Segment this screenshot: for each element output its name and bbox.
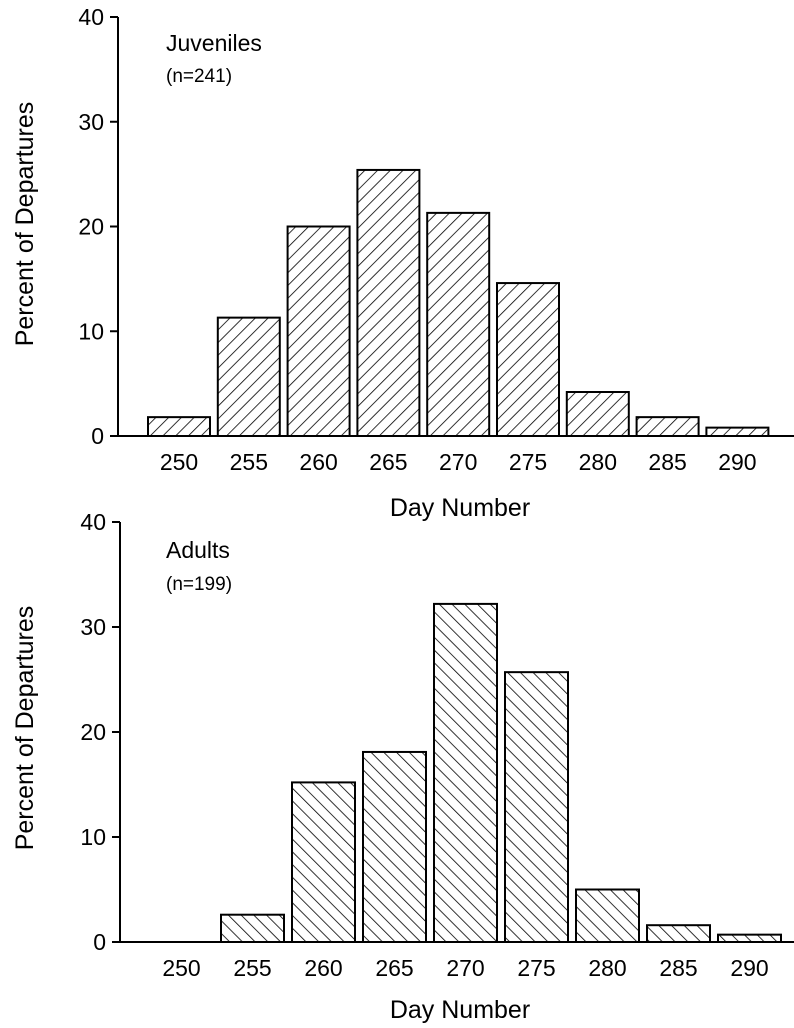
juveniles-bar [286, 225, 351, 437]
adults-y-ticks: 0 10 20 30 40 [80, 509, 120, 955]
juveniles-y-tick-label: 0 [91, 423, 104, 449]
juveniles-x-tick-label: 260 [299, 449, 337, 475]
juveniles-x-axis-title: Day Number [390, 494, 530, 522]
adults-x-tick-label: 255 [233, 955, 271, 981]
adults-y-axis-title: Percent of Departures [11, 606, 39, 851]
juveniles-x-tick-label: 270 [439, 449, 477, 475]
adults-bar [433, 602, 498, 944]
juveniles-y-tick-label: 10 [78, 318, 104, 344]
juveniles-bar [356, 168, 421, 437]
adults-panel: 0 10 20 30 40 250 255 260 265 270 275 280 285 290 Ad… [11, 509, 794, 1024]
adults-bar [362, 750, 427, 944]
adults-y-tick-label: 10 [80, 824, 106, 850]
juveniles-y-tick-label: 30 [78, 109, 104, 135]
adults-bars [220, 602, 782, 944]
juveniles-x-ticks: 250 255 260 265 270 275 280 285 290 [160, 449, 757, 475]
juveniles-y-tick-label: 40 [78, 4, 104, 30]
adults-x-tick-label: 265 [375, 955, 413, 981]
juveniles-x-tick-label: 255 [230, 449, 268, 475]
juveniles-x-tick-label: 280 [579, 449, 617, 475]
juveniles-n-label: (n=241) [166, 66, 232, 87]
adults-y-tick-label: 20 [80, 719, 106, 745]
juveniles-bar [565, 391, 630, 438]
adults-y-tick-label: 40 [80, 509, 106, 535]
juveniles-y-axis-title: Percent of Departures [11, 102, 39, 347]
adults-bar [504, 671, 569, 944]
adults-annotation: Adults [166, 537, 230, 563]
juveniles-bar [426, 211, 491, 437]
adults-x-tick-label: 280 [588, 955, 626, 981]
adults-x-tick-label: 290 [730, 955, 768, 981]
adults-x-axis-title: Day Number [390, 996, 530, 1024]
juveniles-y-tick-label: 20 [78, 214, 104, 240]
juveniles-bar [216, 316, 281, 438]
adults-bar [717, 933, 782, 944]
juveniles-x-tick-label: 250 [160, 449, 198, 475]
juveniles-bar [147, 416, 211, 437]
adults-x-ticks: 250 255 260 265 270 275 280 285 290 [162, 955, 768, 981]
juveniles-bar [496, 282, 560, 437]
adults-y-tick-label: 30 [80, 614, 106, 640]
adults-bar [220, 913, 285, 944]
juveniles-bar [705, 426, 770, 437]
juveniles-panel: 0 10 20 30 40 250 255 260 265 270 275 280 285 290 Ju… [11, 4, 794, 522]
juveniles-y-ticks: 0 10 20 30 40 [78, 4, 118, 449]
juveniles-x-tick-label: 290 [718, 449, 756, 475]
adults-x-tick-label: 260 [304, 955, 342, 981]
adults-bar [575, 888, 640, 943]
juveniles-x-tick-label: 275 [509, 449, 547, 475]
adults-x-tick-label: 250 [162, 955, 200, 981]
adults-n-label: (n=199) [166, 574, 232, 595]
adults-x-tick-label: 275 [517, 955, 555, 981]
adults-y-tick-label: 0 [93, 929, 106, 955]
adults-x-tick-label: 285 [659, 955, 697, 981]
juveniles-x-tick-label: 285 [648, 449, 686, 475]
juveniles-bar [635, 416, 700, 437]
juveniles-annotation: Juveniles [166, 30, 262, 56]
adults-x-tick-label: 270 [446, 955, 484, 981]
juveniles-x-tick-label: 265 [369, 449, 407, 475]
adults-bar [291, 781, 356, 944]
juveniles-bars [147, 168, 770, 438]
adults-bar [646, 924, 711, 944]
